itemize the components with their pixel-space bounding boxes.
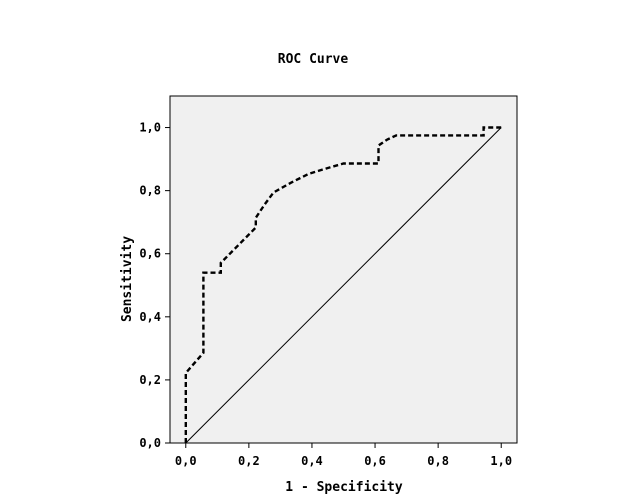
- y-tick-label: 0,0: [139, 436, 161, 450]
- y-tick-label: 0,8: [139, 184, 161, 198]
- roc-curve-line: [184, 126, 502, 443]
- x-axis-label: 1 - Specificity: [285, 480, 403, 495]
- x-tick-label: 0,2: [238, 454, 260, 468]
- x-axis-ticks: 0,0 0,2 0,4 0,6 0,8 1,0: [175, 443, 512, 468]
- x-tick-label: 0,8: [427, 454, 449, 468]
- y-axis-ticks: 0,0 0,2 0,4 0,6 0,8 1,0: [139, 121, 170, 450]
- x-tick-label: 0,4: [301, 454, 323, 468]
- y-tick-label: 0,4: [139, 310, 161, 324]
- x-tick-label: 0,6: [364, 454, 386, 468]
- reference-diagonal-line: [185, 127, 502, 444]
- y-axis-label: Sensitivity: [120, 236, 135, 322]
- x-tick-label: 1,0: [490, 454, 512, 468]
- plot-area: [169, 95, 518, 444]
- y-tick-label: 1,0: [139, 121, 161, 135]
- x-tick-label: 0,0: [175, 454, 197, 468]
- series-layer: [184, 126, 502, 444]
- y-tick-label: 0,6: [139, 247, 161, 261]
- chart-title: ROC Curve: [278, 52, 349, 67]
- y-tick-label: 0,2: [139, 373, 161, 387]
